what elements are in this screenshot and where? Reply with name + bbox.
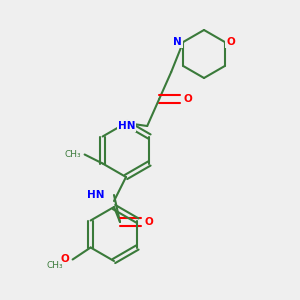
Text: HN: HN <box>118 121 135 131</box>
Text: CH₃: CH₃ <box>65 150 82 159</box>
Text: O: O <box>183 94 192 104</box>
Text: O: O <box>226 37 235 47</box>
Text: O: O <box>61 254 70 265</box>
Text: N: N <box>173 37 182 47</box>
Text: HN: HN <box>88 190 105 200</box>
Text: O: O <box>144 217 153 227</box>
Text: CH₃: CH₃ <box>46 261 63 270</box>
